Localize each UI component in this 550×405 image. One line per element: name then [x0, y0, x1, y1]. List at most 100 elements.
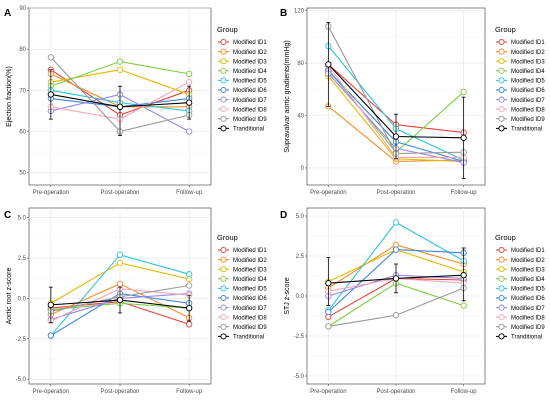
data-point [186, 70, 193, 78]
y-tick-label: 120 [294, 9, 305, 15]
legend-entry: Modified ID1 [511, 40, 545, 46]
series-modified-id6 [325, 246, 467, 316]
data-point [392, 246, 400, 253]
data-point [186, 99, 193, 106]
y-tick-label: 2.5 [296, 254, 305, 260]
y-axis-title: STJ z-score [284, 277, 291, 314]
data-point [116, 259, 124, 267]
y-tick-label: 0.0 [18, 296, 27, 302]
y-tick-label: 2.5 [18, 256, 27, 262]
legend-entry: Modified ID3 [511, 59, 545, 65]
legend-entry: Modified ID5 [511, 79, 545, 85]
legend-key-marker [498, 275, 505, 282]
legend-entry: Modified ID5 [233, 79, 267, 85]
legend-key-marker [220, 86, 227, 94]
legend-key-marker [220, 38, 227, 46]
panel-c: C -5.0 -2.5 0.0 2.5 5.0 Pre-operation Post-oper… [4, 207, 267, 395]
legend-key-marker [498, 314, 505, 321]
legend-entry: Modified ID1 [233, 40, 267, 46]
y-tick-label: 0 [301, 166, 305, 172]
x-tick-label: Pre-operation [33, 190, 69, 196]
y-tick-label: -5.0 [294, 374, 305, 380]
legend-entry: Modified ID4 [511, 277, 545, 283]
legend-entry: Modified ID8 [511, 315, 545, 321]
legend-entry: Modified ID3 [511, 267, 545, 273]
data-point [47, 332, 54, 339]
data-point [325, 280, 332, 287]
y-tick-label: 5.0 [296, 214, 305, 220]
legend-key-marker [498, 246, 505, 254]
legend: Group Modified ID1 Modified ID2 Modified ID… [495, 233, 545, 341]
y-tick-label: 5.0 [18, 216, 27, 222]
y-axis-title: Ejection fraction(%) [6, 66, 13, 127]
data-point [186, 282, 193, 289]
legend-entry: Modified ID9 [511, 117, 545, 123]
legend-key-marker [498, 294, 505, 302]
y-tick-label: 70 [19, 88, 26, 94]
legend-key-marker [220, 323, 227, 330]
panel-a: A 50 60 70 80 90 Pre-operation Post-operation Fo… [4, 6, 267, 196]
legend-key-marker [498, 38, 505, 46]
data-point [392, 275, 400, 282]
legend-entry: Modified ID9 [233, 117, 267, 123]
legend-key-marker [498, 96, 505, 103]
y-tick-label: -2.5 [294, 334, 305, 340]
legend-key-marker [498, 266, 505, 273]
legend-key-marker [220, 77, 227, 84]
data-point [186, 128, 193, 135]
legend-key-marker [220, 96, 227, 103]
legend: Group Modified ID1 Modified ID2 Modified ID… [495, 25, 545, 133]
x-tick-label: Pre-operation [33, 389, 69, 395]
x-tick-label: Follow-up [176, 190, 203, 196]
legend-key-marker [498, 106, 505, 113]
panel-label: A [4, 8, 11, 19]
series-tranditional [325, 247, 467, 307]
data-point [186, 321, 193, 328]
y-tick-label: -5.0 [16, 377, 27, 383]
legend-key-marker [498, 256, 505, 263]
legend-key-marker [498, 48, 505, 55]
y-tick-label: 80 [297, 61, 304, 67]
x-tick-label: Post-operation [376, 389, 415, 395]
legend-entry: Modified ID4 [233, 277, 267, 283]
x-tick-label: Follow-up [176, 389, 203, 395]
data-point [325, 61, 332, 68]
legend: Group Modified ID1 Modified ID2 Modified ID… [217, 25, 267, 133]
legend-entry: Modified ID2 [233, 50, 267, 56]
legend-entry: Modified ID2 [511, 258, 545, 264]
legend-entry: Modified ID2 [233, 258, 267, 264]
data-point [392, 312, 400, 319]
data-point [116, 103, 124, 110]
legend-entry: Modified ID3 [233, 267, 267, 273]
x-tick-label: Follow-up [451, 389, 478, 395]
y-tick-label: 50 [19, 171, 26, 177]
x-tick-label: Follow-up [451, 190, 478, 196]
legend-entry: Tranditional [511, 127, 542, 133]
legend-entry: Modified ID6 [233, 296, 267, 302]
legend-entry: Modified ID1 [511, 248, 545, 254]
x-tick-label: Pre-operation [310, 389, 346, 395]
y-tick-label: 60 [19, 129, 26, 135]
legend-entry: Modified ID6 [511, 296, 545, 302]
legend-key-marker [220, 256, 227, 263]
x-tick-label: Pre-operation [310, 190, 346, 196]
data-point [392, 219, 400, 226]
legend-key-marker [220, 58, 227, 65]
data-point [460, 272, 467, 279]
legend-entry: Tranditional [233, 127, 264, 133]
legend-entry: Modified ID1 [233, 248, 267, 254]
panel-label: C [4, 210, 11, 221]
data-point [47, 301, 54, 309]
series-tranditional [47, 286, 193, 324]
panel-b: B 0 40 80 120 Pre-operation Post-operation Foll… [280, 7, 545, 196]
data-point [325, 308, 332, 316]
y-tick-label: 40 [297, 114, 304, 120]
legend-entry: Modified ID4 [511, 69, 545, 75]
legend-key-marker [220, 314, 227, 321]
data-point [460, 134, 467, 141]
legend-key-marker [220, 125, 227, 132]
data-point [186, 78, 193, 86]
series-tranditional [47, 69, 193, 137]
legend-key-marker [220, 67, 227, 74]
